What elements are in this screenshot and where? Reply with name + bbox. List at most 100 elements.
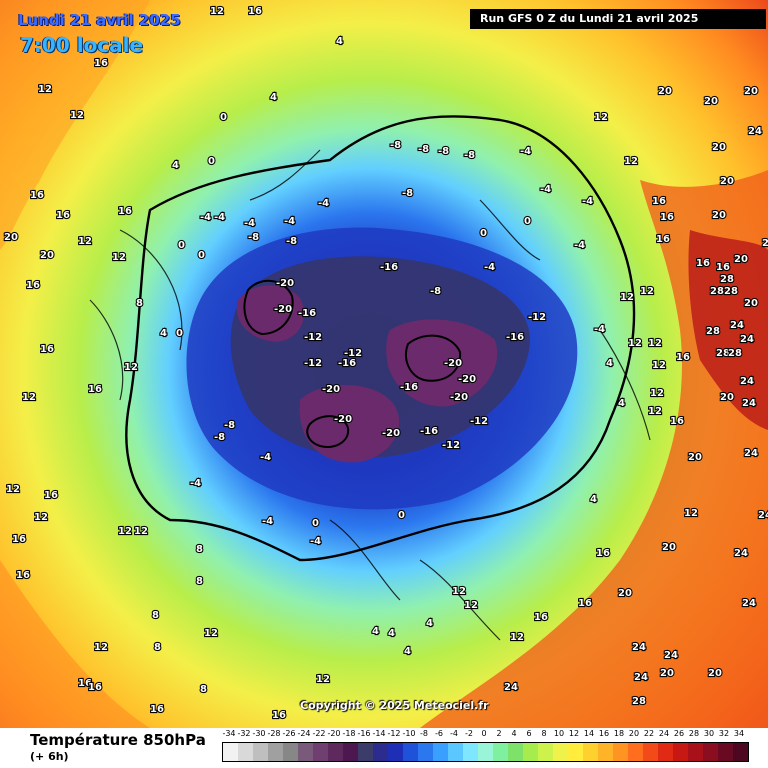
temperature-label: -16 [298, 308, 316, 319]
temperature-label: 8 [152, 610, 159, 621]
temperature-label: 8 [136, 298, 143, 309]
color-scale-swatch [463, 743, 478, 761]
color-scale-swatch [238, 743, 253, 761]
color-scale-swatch [598, 743, 613, 761]
cold-pocket-east [386, 319, 498, 407]
color-scale-swatch [418, 743, 433, 761]
temperature-label: 16 [12, 534, 26, 545]
temperature-label: 16 [40, 344, 54, 355]
temperature-label: 8 [196, 544, 203, 555]
color-scale-label: 34 [733, 729, 745, 738]
temperature-label: 16 [716, 262, 730, 273]
temperature-label: -8 [286, 236, 297, 247]
temperature-label: -4 [190, 478, 201, 489]
color-scale-swatch [373, 743, 388, 761]
temperature-label: 8 [196, 576, 203, 587]
color-scale-label: -8 [420, 729, 428, 738]
temperature-label: 12 [112, 252, 126, 263]
temperature-label: 12 [118, 526, 132, 537]
temperature-label: 12 [510, 632, 524, 643]
temperature-label: 4 [160, 328, 167, 339]
temperature-label: 24 [742, 398, 756, 409]
temperature-label: -16 [420, 426, 438, 437]
color-scale-label: 8 [541, 729, 547, 738]
temperature-label: -16 [338, 358, 356, 369]
color-scale-label: -28 [267, 729, 281, 738]
temperature-label: 12 [640, 286, 654, 297]
temperature-label: 0 [524, 216, 531, 227]
temperature-label: 12 [38, 84, 52, 95]
temperature-label: -8 [224, 420, 235, 431]
model-run-banner: Run GFS 0 Z du Lundi 21 avril 2025 [470, 9, 766, 29]
map-area: 12 16 4 16 12 12 4 0 4 0 -8 -8 -8 -8 -4 -8 -4 -4 12 12 16 20 2… [0, 0, 768, 728]
temperature-label: 24 [742, 598, 756, 609]
temperature-label: 0 [208, 156, 215, 167]
color-scale-label: 16 [598, 729, 610, 738]
temperature-label: 28 [716, 348, 730, 359]
temperature-label: 24 [504, 682, 518, 693]
color-scale-label: 14 [583, 729, 595, 738]
isotherm-minus20-south [306, 415, 350, 448]
temperature-label: 16 [676, 352, 690, 363]
temperature-label: 12 [134, 526, 148, 537]
temperature-label: 16 [248, 6, 262, 17]
temperature-label: 8 [154, 642, 161, 653]
temperature-label: 4 [606, 358, 613, 369]
temperature-label: 8 [200, 684, 207, 695]
temperature-label: -20 [322, 384, 340, 395]
color-scale-swatch [493, 743, 508, 761]
temperature-label: 16 [88, 682, 102, 693]
lead-time: (+ 6h) [30, 750, 69, 763]
color-scale-swatch [718, 743, 733, 761]
temperature-label: 28 [632, 696, 646, 707]
color-scale-label: -16 [357, 729, 371, 738]
temperature-label: 20 [688, 452, 702, 463]
temperature-label: 24 [632, 642, 646, 653]
temperature-label: 20 [704, 96, 718, 107]
temperature-label: 16 [670, 416, 684, 427]
temperature-label: -4 [318, 198, 329, 209]
color-scale-swatch [613, 743, 628, 761]
color-scale-swatch [688, 743, 703, 761]
color-scale-swatch [388, 743, 403, 761]
color-scale-label: -24 [297, 729, 311, 738]
temperature-label: -16 [380, 262, 398, 273]
temperature-label: 16 [660, 212, 674, 223]
temperature-label: 0 [198, 250, 205, 261]
temperature-label: 24 [744, 448, 758, 459]
color-scale-swatch [703, 743, 718, 761]
temperature-label: 20 [658, 86, 672, 97]
copyright-notice: Copyright © 2025 Meteociel.fr [300, 699, 489, 712]
temperature-label: -20 [382, 428, 400, 439]
color-scale-label: -18 [342, 729, 356, 738]
color-scale-swatch [643, 743, 658, 761]
temperature-label: 28 [720, 274, 734, 285]
temperature-label: 20 [744, 86, 758, 97]
temperature-label: 12 [648, 406, 662, 417]
temperature-label: 12 [70, 110, 84, 121]
color-scale-swatch [523, 743, 538, 761]
temperature-label: 0 [176, 328, 183, 339]
color-scale-swatch [328, 743, 343, 761]
color-scale-swatch [403, 743, 418, 761]
temperature-label: 4 [270, 92, 277, 103]
color-scale-label: -34 [222, 729, 236, 738]
color-scale-label: -22 [312, 729, 326, 738]
color-scale-swatch [733, 743, 748, 761]
warm-region-northwest [0, 0, 150, 250]
temperature-label: 12 [648, 338, 662, 349]
color-scale-label: -4 [450, 729, 458, 738]
temperature-label: 16 [16, 570, 30, 581]
color-scale-swatch [673, 743, 688, 761]
temperature-label: -4 [484, 262, 495, 273]
temperature-label: 20 [744, 298, 758, 309]
color-scale-label: 18 [613, 729, 625, 738]
temperature-label: -4 [200, 212, 211, 223]
temperature-label: 20 [618, 588, 632, 599]
temperature-label: 0 [220, 112, 227, 123]
temperature-label: 12 [78, 236, 92, 247]
temperature-label: -12 [528, 312, 546, 323]
temperature-label: 24 [730, 320, 744, 331]
color-scale-label: -6 [435, 729, 443, 738]
color-scale-swatch [223, 743, 238, 761]
